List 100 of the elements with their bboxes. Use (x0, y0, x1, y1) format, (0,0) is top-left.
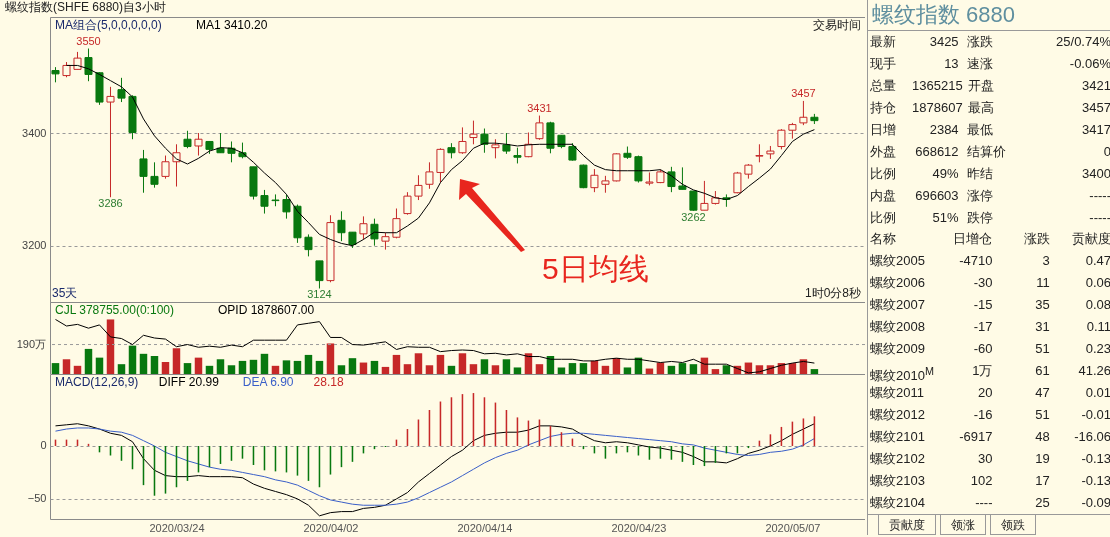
text: 51 (1034, 406, 1050, 424)
text: 696603 (914, 187, 959, 205)
text: -0.09 (1080, 494, 1110, 512)
text: -0.01 (1080, 406, 1110, 424)
ref-line-label: 190万 (16, 337, 46, 350)
text: 28.18 (313, 375, 344, 389)
text: 668612 (914, 143, 959, 161)
x-tick-label: 2020/03/24 (149, 521, 205, 534)
text: 昨结 (965, 165, 994, 183)
series-label: CJL 378755.00(0:100) (55, 303, 174, 317)
x-tick-label: 2020/04/02 (303, 521, 359, 534)
text: ----- (1088, 209, 1110, 227)
text: 47 (1034, 384, 1050, 402)
text: 3457 (1081, 99, 1110, 117)
text: -16.06 (1073, 428, 1110, 446)
text: 现手 (869, 55, 897, 73)
text: 0.08 (1084, 296, 1110, 314)
text: 13 (943, 55, 959, 73)
text: -6917 (958, 428, 993, 446)
text: 0.23 (1084, 340, 1110, 358)
annotation: 35天 (52, 286, 78, 300)
text: 51% (931, 209, 959, 227)
chart-subtitle: MA组合(5,0,0,0,0,0) (55, 18, 162, 32)
text: 41.26 (1077, 362, 1110, 380)
y-tick-label: −50 (27, 492, 47, 505)
text: 3425 (928, 33, 959, 51)
text: 贡献度 (1071, 230, 1110, 248)
text: 涨停 (965, 187, 994, 205)
text: 螺纹2009 (869, 340, 926, 358)
text: 结算价 (965, 143, 1007, 161)
text: 螺纹2007 (869, 296, 926, 314)
y-tick-label: 3200 (22, 239, 47, 252)
text: 贡献度 (878, 515, 936, 535)
text: 螺纹指数 6880 (868, 0, 1110, 31)
text: 名称 (869, 230, 897, 248)
text: 内盘 (869, 187, 897, 205)
text: 0.11 (1085, 318, 1110, 336)
text: 最新 (869, 33, 897, 51)
y-tick-label: 3400 (22, 126, 47, 139)
annotation: 交易时间 (813, 18, 861, 32)
text: -17 (972, 318, 993, 336)
chart-title: 螺纹指数(SHFE 6880)自3小时 (5, 0, 166, 14)
text: 0 (1102, 143, 1110, 161)
chart-title: MACD(12,26,9) (55, 375, 139, 389)
annotation: 3550 (76, 34, 101, 47)
text: -4710 (958, 252, 993, 270)
text: 25 (1034, 494, 1050, 512)
text: 最高 (968, 100, 995, 115)
y-tick-label: 0 (40, 439, 47, 452)
text: 61 (1034, 362, 1050, 380)
annotation: 3124 (307, 288, 332, 301)
text: 51 (1034, 340, 1050, 358)
annotation: 5日均线 (542, 252, 649, 285)
text: 3400 (1081, 165, 1110, 183)
text: 0.01 (1084, 384, 1110, 402)
text: 3 (1041, 252, 1050, 270)
text: 螺纹2005 (869, 252, 926, 270)
text: ---- (974, 494, 993, 512)
text: 17 (1034, 472, 1050, 490)
text: 速涨 (965, 55, 994, 73)
text: -16 (972, 406, 993, 424)
x-tick-label: 2020/05/07 (765, 521, 821, 534)
text: 总量 (869, 77, 897, 95)
text: 1365215 (911, 77, 963, 95)
text: ----- (1088, 187, 1110, 205)
text: 持仓 (869, 99, 897, 117)
text: 螺纹2101 (869, 428, 926, 446)
x-tick-label: 2020/04/23 (611, 521, 667, 534)
text: 开盘 (968, 78, 995, 93)
text: 螺纹2102 (869, 450, 926, 468)
annotation: 1时0分8秒 (804, 286, 861, 300)
text: 螺纹2104 (869, 494, 926, 512)
text: 跌停 (965, 209, 994, 227)
text: 31 (1034, 318, 1050, 336)
text: 螺纹2012 (869, 406, 926, 424)
text: 3417 (1081, 121, 1110, 139)
text: MA1 3410.20 (196, 18, 268, 32)
text: 螺纹2006 (869, 274, 926, 292)
text: -0.06% (1068, 55, 1110, 73)
text: 102 (969, 472, 993, 490)
text: 19 (1034, 450, 1050, 468)
text: 日增仓 (952, 230, 993, 248)
annotation: 3286 (98, 197, 123, 210)
text: 2384 (928, 121, 959, 139)
annotation: 3262 (681, 210, 706, 223)
x-tick-label: 2020/04/14 (457, 521, 513, 534)
annotation: 3431 (527, 101, 552, 114)
text: 涨跌 (965, 33, 994, 51)
text: -15 (972, 296, 993, 314)
text: 螺纹2008 (869, 318, 926, 336)
text: 3421 (1081, 77, 1110, 95)
text: 最低 (965, 121, 994, 139)
text: -30 (972, 274, 993, 292)
text: 30 (977, 450, 993, 468)
text: -0.13 (1080, 472, 1110, 490)
text: 1878607 (911, 99, 963, 117)
text: 11 (1035, 274, 1050, 292)
text: 25/0.74% (1055, 33, 1110, 51)
text: 49% (931, 165, 959, 183)
text: 48 (1034, 428, 1050, 446)
